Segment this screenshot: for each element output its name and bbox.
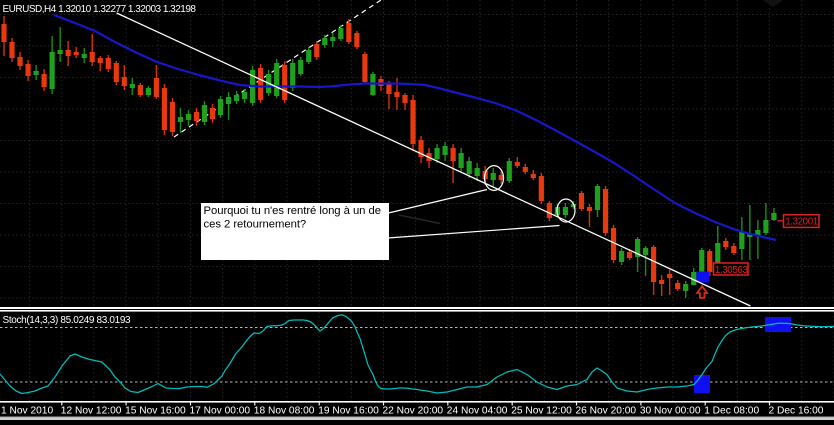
svg-text:EURUSD,H4 1.32010 1.32277 1.3: EURUSD,H4 1.32010 1.32277 1.32003 1.3219… xyxy=(3,4,197,15)
svg-text:1.30563: 1.30563 xyxy=(715,265,749,276)
svg-text:15 Nov 16:00: 15 Nov 16:00 xyxy=(125,406,186,417)
svg-text:1.32001: 1.32001 xyxy=(785,217,818,228)
svg-text:19 Nov 16:00: 19 Nov 16:00 xyxy=(318,406,379,417)
svg-text:1 Nov 2010: 1 Nov 2010 xyxy=(1,406,53,417)
svg-text:24 Nov 04:00: 24 Nov 04:00 xyxy=(447,406,508,417)
svg-text:Stoch(14,3,3) 85.0249 83.0193: Stoch(14,3,3) 85.0249 83.0193 xyxy=(3,315,132,326)
svg-text:25 Nov 12:00: 25 Nov 12:00 xyxy=(511,406,572,417)
svg-text:2 Dec 16:00: 2 Dec 16:00 xyxy=(769,406,824,417)
svg-text:Pourquoi tu n'es rentré long à: Pourquoi tu n'es rentré long à un de xyxy=(204,205,381,217)
svg-text:12 Nov 12:00: 12 Nov 12:00 xyxy=(61,406,122,417)
svg-text:17 Nov 00:00: 17 Nov 00:00 xyxy=(190,406,251,417)
svg-text:26 Nov 20:00: 26 Nov 20:00 xyxy=(576,406,637,417)
svg-text:ces 2 retournement?: ces 2 retournement? xyxy=(204,219,307,231)
svg-text:22 Nov 20:00: 22 Nov 20:00 xyxy=(383,406,444,417)
svg-text:30 Nov 00:00: 30 Nov 00:00 xyxy=(640,406,701,417)
svg-text:18 Nov 08:00: 18 Nov 08:00 xyxy=(254,406,315,417)
svg-text:1 Dec 08:00: 1 Dec 08:00 xyxy=(704,406,759,417)
